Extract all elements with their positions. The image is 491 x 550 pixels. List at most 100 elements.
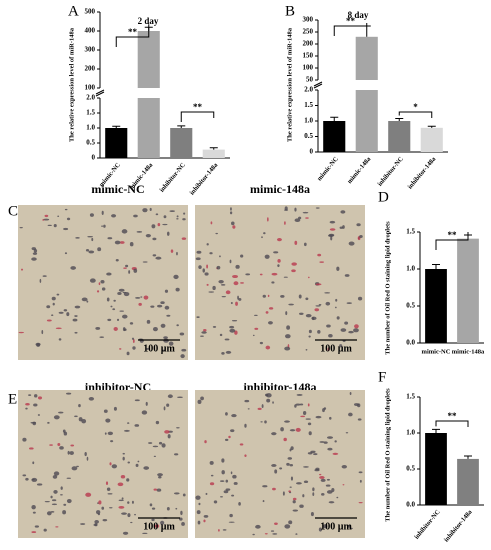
cell-speck	[127, 501, 130, 504]
cell-speck	[302, 411, 307, 416]
lipid-droplet	[164, 430, 170, 434]
cell-speck	[52, 475, 58, 479]
panel-label: C	[8, 203, 18, 219]
cell-speck	[260, 421, 263, 423]
cell-speck	[153, 455, 157, 458]
cell-speck	[53, 224, 57, 228]
scale-bar-label: 100 µm	[143, 343, 175, 354]
lipid-droplet	[300, 415, 305, 418]
significance-bracket	[435, 231, 469, 250]
error-bar	[464, 455, 472, 459]
x-tick-label: mimic-NC	[422, 348, 451, 355]
lipid-droplet	[271, 272, 278, 276]
cell-speck	[196, 250, 202, 254]
lipid-droplet	[98, 282, 101, 286]
cell-speck	[32, 252, 38, 255]
cell-speck	[328, 234, 334, 237]
lipid-droplet	[204, 440, 207, 444]
cell-speck	[197, 399, 202, 404]
cell-speck	[122, 456, 125, 461]
cell-speck	[164, 305, 170, 310]
cell-speck	[324, 292, 331, 294]
lipid-droplet	[314, 308, 320, 312]
lipid-droplet	[264, 533, 268, 535]
cell-speck	[310, 511, 314, 517]
error-bar	[395, 118, 404, 121]
cell-speck	[128, 270, 131, 274]
cell-speck	[326, 324, 331, 328]
bar	[323, 121, 346, 152]
cell-speck	[158, 476, 162, 479]
lipid-droplet	[232, 225, 236, 229]
cell-speck	[115, 259, 119, 262]
cell-speck	[134, 424, 140, 427]
cell-speck	[53, 471, 60, 476]
significance-label: *	[413, 102, 418, 112]
lipid-droplet	[235, 301, 238, 306]
cell-speck	[101, 287, 106, 291]
lipid-droplet	[181, 237, 187, 240]
cell-speck	[308, 335, 311, 338]
cell-speck	[245, 273, 251, 276]
cell-speck	[182, 218, 186, 221]
y-tick-label: 500	[85, 8, 96, 16]
lipid-droplet	[295, 427, 301, 432]
cell-speck	[346, 302, 352, 304]
cell-speck	[146, 319, 151, 324]
cell-speck	[264, 254, 270, 259]
cell-speck	[335, 306, 337, 309]
cell-speck	[66, 217, 71, 221]
cell-speck	[348, 412, 353, 417]
lipid-droplet	[37, 396, 43, 400]
cell-speck	[262, 500, 265, 503]
error-bar	[209, 147, 218, 150]
cell-speck	[31, 504, 36, 510]
cell-speck	[151, 507, 156, 510]
cell-speck	[244, 399, 250, 403]
cell-speck	[358, 471, 363, 474]
cell-speck	[286, 325, 291, 330]
cell-speck	[230, 429, 235, 433]
lipid-droplet	[240, 282, 244, 284]
cell-speck	[95, 326, 101, 330]
cell-speck	[282, 491, 285, 496]
cell-speck	[116, 318, 120, 322]
cell-speck	[336, 496, 339, 499]
cell-speck	[129, 322, 134, 325]
lipid-droplet	[305, 217, 309, 219]
axis-break	[95, 89, 105, 95]
error-bar	[112, 125, 121, 128]
cell-speck	[229, 513, 233, 518]
cell-speck	[51, 296, 56, 301]
cell-speck	[163, 406, 166, 411]
cell-speck	[221, 295, 226, 298]
cell-speck	[292, 509, 299, 512]
cell-speck	[271, 464, 277, 467]
cell-speck	[233, 482, 238, 485]
cell-speck	[30, 421, 37, 424]
cell-speck	[71, 466, 78, 471]
significance-bracket	[398, 111, 433, 118]
cell-speck	[305, 297, 309, 301]
lipid-droplet	[206, 264, 209, 269]
y-tick-label: 1.5	[86, 109, 95, 117]
cell-speck	[22, 474, 27, 477]
cell-speck	[302, 494, 305, 498]
cell-speck	[75, 237, 80, 239]
lipid-droplet	[117, 482, 124, 487]
cell-speck	[126, 478, 130, 482]
lipid-droplet	[157, 222, 161, 227]
cell-speck	[219, 255, 221, 258]
cell-speck	[50, 510, 55, 513]
cell-speck	[64, 252, 68, 255]
cell-speck	[224, 338, 230, 341]
significance-bracket	[435, 420, 469, 427]
cell-speck	[315, 305, 321, 307]
cell-speck	[315, 415, 322, 419]
cell-speck	[240, 254, 244, 258]
cell-speck	[313, 453, 318, 456]
cell-speck	[225, 412, 228, 416]
cell-speck	[152, 445, 159, 448]
cell-speck	[121, 512, 127, 515]
